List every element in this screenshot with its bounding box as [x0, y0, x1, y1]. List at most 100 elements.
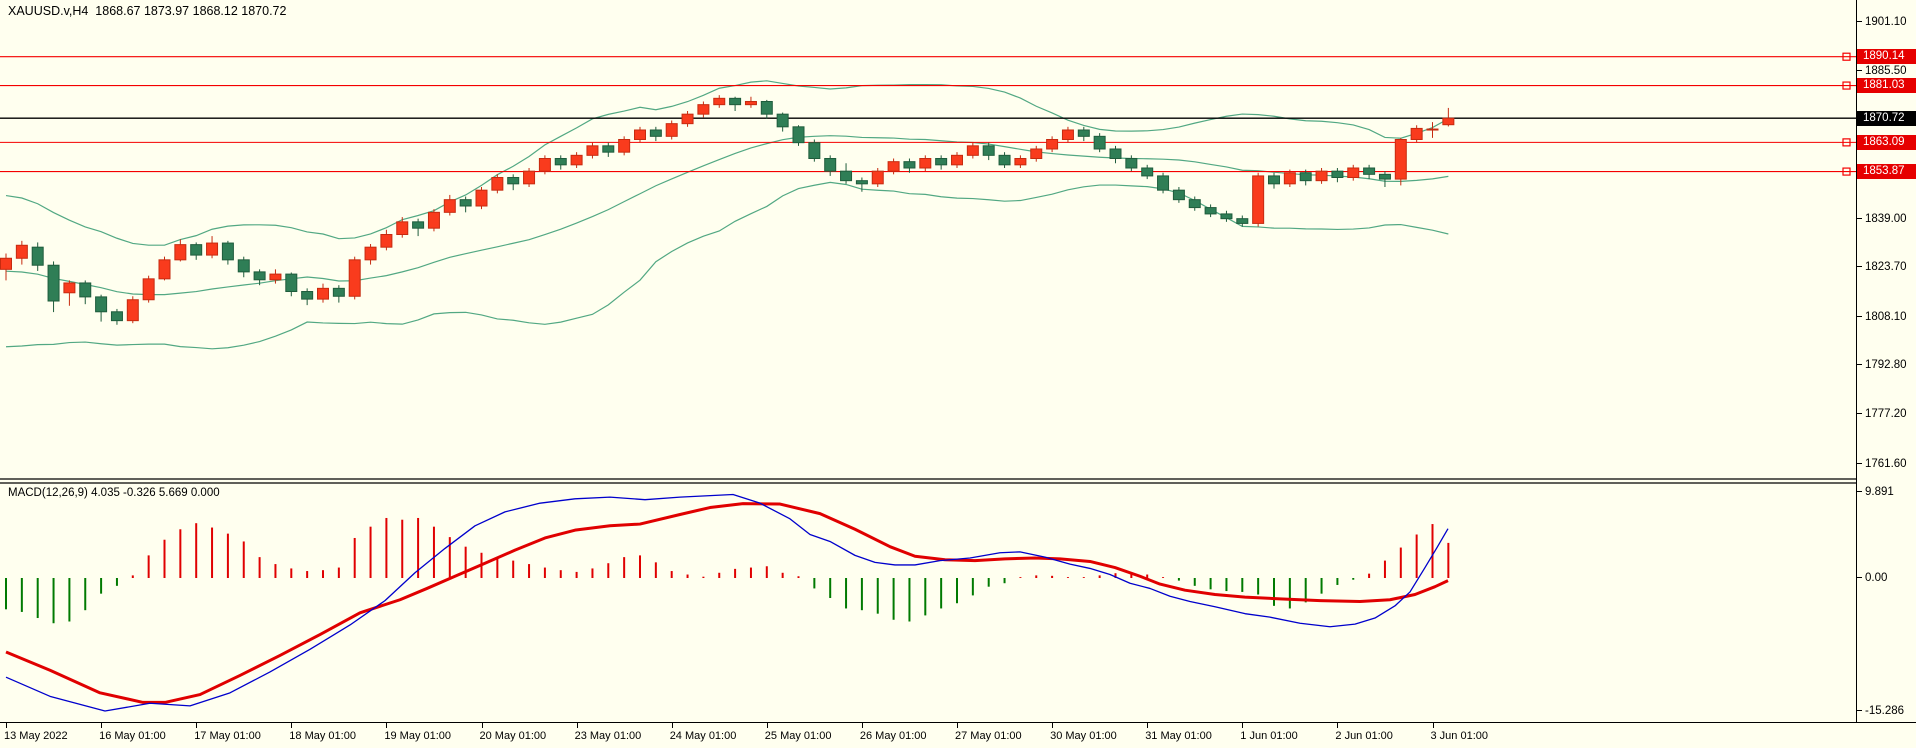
bearish-candle — [792, 126, 805, 144]
bearish-candle — [507, 176, 520, 185]
time-tick-label: 31 May 01:00 — [1145, 730, 1212, 742]
time-tick-label: 2 Jun 01:00 — [1335, 730, 1393, 742]
bearish-candle — [1236, 218, 1249, 224]
bullish-candle — [491, 176, 504, 191]
bearish-candle — [221, 242, 234, 261]
bullish-candle — [427, 211, 440, 229]
sr-price-badge: 1881.03 — [1857, 78, 1916, 94]
axis-tick-mark — [1857, 490, 1862, 492]
bullish-candle — [1442, 117, 1455, 126]
bearish-candle — [808, 142, 821, 159]
bullish-candle — [665, 123, 678, 137]
bullish-candle — [63, 282, 76, 294]
bearish-candle — [1157, 175, 1170, 191]
bearish-candle — [760, 100, 773, 115]
bearish-candle — [554, 157, 567, 166]
ohlc-values: 1868.67 1873.97 1868.12 1870.72 — [95, 4, 287, 18]
time-tick-label: 25 May 01:00 — [764, 730, 832, 742]
bullish-candle — [1394, 138, 1407, 180]
bullish-candle — [634, 129, 646, 140]
bullish-candle — [618, 138, 631, 153]
time-tick-label: 3 Jun 01:00 — [1430, 730, 1489, 742]
time-tick-label: 1 Jun 01:00 — [1240, 730, 1298, 742]
bearish-candle — [285, 273, 298, 293]
bullish-candle — [1426, 128, 1439, 131]
time-tick-mark — [386, 723, 388, 728]
bearish-candle — [1188, 199, 1201, 209]
axis-tick-mark — [1857, 462, 1862, 464]
bearish-candle — [855, 180, 868, 185]
time-tick-mark — [196, 723, 198, 728]
bearish-candle — [935, 157, 948, 166]
bearish-candle — [776, 113, 789, 128]
bullish-candle — [317, 287, 329, 300]
bullish-candle — [1014, 157, 1027, 166]
axis-tick-mark — [1857, 577, 1862, 578]
bearish-candle — [840, 170, 853, 182]
axis-tick-mark — [1857, 315, 1862, 317]
bullish-candle — [206, 242, 219, 256]
time-tick-mark — [1147, 723, 1149, 728]
bearish-candle — [1363, 167, 1376, 175]
bullish-candle — [570, 154, 583, 166]
hline-drag-handle[interactable] — [1842, 52, 1851, 61]
bearish-candle — [459, 199, 472, 207]
bearish-candle — [1093, 135, 1106, 150]
bearish-candle — [1141, 167, 1154, 177]
symbol-ohlc-label: XAUUSD.v,H4 1868.67 1873.97 1868.12 1870… — [8, 4, 286, 18]
bullish-candle — [966, 145, 979, 156]
hline-drag-handle[interactable] — [1842, 167, 1851, 176]
bullish-candle — [396, 221, 409, 236]
bullish-candle — [713, 97, 726, 106]
bullish-candle — [887, 161, 900, 172]
bullish-candle — [919, 157, 932, 169]
time-tick-mark — [576, 723, 578, 728]
time-tick-mark — [671, 723, 673, 728]
sr-price-badge: 1863.09 — [1857, 134, 1916, 150]
axis-tick-mark — [1857, 266, 1862, 268]
time-tick-label: 16 May 01:00 — [99, 730, 166, 742]
bullish-candle — [443, 199, 456, 213]
sr-price-badge: 1853.87 — [1857, 164, 1916, 180]
bullish-candle — [174, 244, 187, 261]
bullish-candle — [0, 257, 12, 270]
time-tick-mark — [957, 723, 958, 728]
chart-area[interactable]: XAUUSD.v,H4 1868.67 1873.97 1868.12 1870… — [0, 0, 1856, 722]
bearish-candle — [1109, 148, 1122, 159]
hline-drag-handle[interactable] — [1842, 81, 1851, 90]
time-tick-mark — [766, 723, 768, 728]
bearish-candle — [1299, 172, 1312, 182]
chart-canvas[interactable] — [0, 0, 1856, 722]
price-axis[interactable]: 1901.10 1885.50 1839.00 1823.70 1808.10 1792.… — [1856, 0, 1916, 722]
time-tick-label: 17 May 01:00 — [194, 730, 261, 742]
bearish-candle — [1125, 157, 1138, 169]
bullish-candle — [269, 273, 282, 281]
bearish-candle — [903, 161, 916, 169]
bearish-candle — [982, 145, 995, 156]
bearish-candle — [1077, 129, 1090, 137]
hline-drag-handle[interactable] — [1842, 138, 1851, 147]
time-axis[interactable]: 13 May 2022 16 May 01:00 17 May 01:00 18 Ma… — [0, 722, 1916, 748]
bullish-candle — [380, 234, 393, 248]
bearish-candle — [602, 145, 615, 153]
axis-tick-mark — [1857, 21, 1862, 22]
current-price-badge: 1870.72 — [1857, 110, 1916, 126]
bearish-candle — [237, 259, 250, 273]
bearish-candle — [998, 154, 1011, 166]
bearish-candle — [95, 296, 108, 313]
bullish-candle — [1283, 172, 1296, 185]
time-tick-label: 23 May 01:00 — [574, 730, 642, 742]
time-tick-mark — [6, 723, 7, 728]
bearish-candle — [1204, 207, 1217, 215]
time-tick-label: 20 May 01:00 — [479, 730, 547, 742]
bearish-candle — [824, 157, 837, 172]
sr-price-badge: 1890.14 — [1857, 49, 1916, 65]
bullish-candle — [1347, 167, 1360, 178]
bullish-candle — [744, 100, 757, 106]
time-tick-label: 27 May 01:00 — [955, 730, 1022, 742]
axis-tick-mark — [1857, 363, 1862, 365]
bearish-candle — [332, 287, 345, 297]
bearish-candle — [1220, 213, 1233, 220]
time-tick-mark — [1242, 723, 1244, 728]
bullish-candle — [681, 113, 694, 125]
